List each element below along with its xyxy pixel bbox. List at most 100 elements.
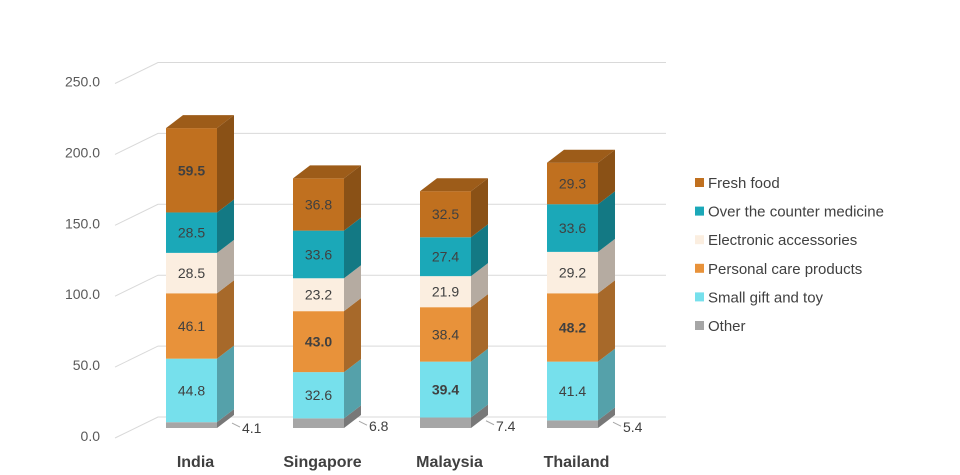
bar-segment bbox=[420, 417, 471, 428]
legend-label: Electronic accessories bbox=[708, 232, 857, 249]
bar-top-face bbox=[420, 178, 488, 192]
bar-segment-side bbox=[471, 348, 488, 418]
bar-segment bbox=[420, 361, 471, 418]
bar-segment-side bbox=[217, 199, 234, 253]
bar-segment-side bbox=[471, 178, 488, 238]
data-label: 39.4 bbox=[432, 382, 459, 398]
bar-segment-side bbox=[217, 115, 234, 213]
legend-label: Over the counter medicine bbox=[708, 204, 884, 221]
bar-segment bbox=[547, 204, 598, 252]
gridline bbox=[114, 345, 666, 368]
bar-segment-side bbox=[598, 407, 615, 428]
legend-swatch bbox=[695, 321, 704, 330]
x-tick-label: Malaysia bbox=[416, 454, 483, 471]
data-label: 23.2 bbox=[305, 287, 332, 303]
legend-label: Other bbox=[708, 318, 746, 335]
legend-swatch bbox=[695, 263, 704, 273]
bar-top-face bbox=[166, 115, 234, 129]
y-tick-label: 150.0 bbox=[65, 215, 100, 231]
y-tick-label: 50.0 bbox=[73, 357, 100, 373]
data-label: 7.4 bbox=[496, 418, 516, 434]
data-label: 59.5 bbox=[178, 162, 205, 178]
data-label: 32.5 bbox=[432, 206, 459, 222]
bar-segment-side bbox=[344, 405, 361, 428]
y-tick-label: 0.0 bbox=[81, 428, 101, 444]
bar-segment bbox=[547, 293, 598, 362]
bar-segment bbox=[420, 191, 471, 238]
gridline bbox=[114, 62, 666, 84]
bar-segment bbox=[547, 251, 598, 294]
bar-segment-side bbox=[598, 149, 615, 205]
x-tick-label: Singapore bbox=[283, 454, 361, 471]
bar-segment-side bbox=[598, 280, 615, 362]
data-label: 33.6 bbox=[305, 246, 332, 262]
bar-segment-side bbox=[471, 224, 488, 277]
bar-segment-side bbox=[471, 263, 488, 308]
bar-top-face bbox=[293, 165, 361, 179]
x-axis: India Singapore Malaysia Thailand bbox=[177, 454, 610, 471]
bar-segment-side bbox=[471, 404, 488, 428]
bar-segment bbox=[166, 252, 217, 294]
bar-segment-side bbox=[217, 239, 234, 294]
x-tick-label: Thailand bbox=[544, 454, 610, 471]
data-label: 43.0 bbox=[305, 334, 332, 350]
data-label: 5.4 bbox=[623, 419, 643, 435]
bar-segment-side bbox=[344, 359, 361, 419]
legend-label: Small gift and toy bbox=[708, 289, 824, 306]
legend-swatch bbox=[695, 206, 704, 216]
bar-segment-side bbox=[344, 165, 361, 231]
bar-segment-side bbox=[598, 238, 615, 294]
data-label: 21.9 bbox=[432, 284, 459, 300]
data-label: 27.4 bbox=[432, 249, 459, 265]
data-label: 48.2 bbox=[559, 319, 586, 335]
bar-segment bbox=[547, 420, 598, 428]
data-labels: 4.1 44.8 46.1 28.5 28.5 59.5 6.8 32.6 43.0 23.2 33… bbox=[178, 162, 643, 436]
gridline bbox=[114, 416, 666, 439]
legend-swatch bbox=[695, 178, 704, 187]
bar-segment bbox=[547, 162, 598, 205]
bar-segment bbox=[293, 230, 344, 279]
bar-segment bbox=[166, 128, 217, 213]
data-label: 29.2 bbox=[559, 265, 586, 281]
bar-segment bbox=[293, 311, 344, 373]
y-tick-label: 250.0 bbox=[65, 74, 100, 90]
bar-segment bbox=[293, 278, 344, 312]
bar-segment bbox=[547, 361, 598, 421]
x-tick-label: India bbox=[177, 454, 214, 471]
leader-line bbox=[485, 420, 495, 426]
data-label: 46.1 bbox=[178, 318, 205, 334]
bar-segment bbox=[293, 178, 344, 231]
legend-swatch bbox=[695, 235, 704, 245]
bar-segment-side bbox=[344, 217, 361, 279]
bar-segment-side bbox=[217, 409, 234, 428]
data-label: 41.4 bbox=[559, 383, 586, 399]
bar-segment-side bbox=[598, 348, 615, 421]
bar-segment-side bbox=[471, 294, 488, 362]
gridline bbox=[114, 274, 666, 297]
bar-segment bbox=[293, 372, 344, 419]
bar-segment-side bbox=[217, 345, 234, 423]
bar-segment-side bbox=[598, 191, 615, 252]
data-label: 28.5 bbox=[178, 225, 205, 241]
data-label: 32.6 bbox=[305, 387, 332, 403]
data-label: 33.6 bbox=[559, 220, 586, 236]
bars bbox=[166, 115, 615, 428]
bar-segment bbox=[420, 237, 471, 277]
bar-segment bbox=[420, 276, 471, 308]
gridline bbox=[114, 203, 666, 226]
gridline bbox=[114, 132, 666, 155]
data-label: 4.1 bbox=[242, 420, 262, 436]
bar-segment-side bbox=[344, 265, 361, 312]
leader-line bbox=[612, 421, 622, 427]
grid-lines bbox=[114, 62, 666, 439]
leader-line bbox=[231, 422, 241, 428]
y-axis: 0.0 50.0 100.0 150.0 200.0 250.0 bbox=[65, 74, 100, 445]
bar-segment-side bbox=[217, 280, 234, 359]
data-label: 29.3 bbox=[559, 175, 586, 191]
bar-segment bbox=[166, 212, 217, 253]
legend-label: Fresh food bbox=[708, 175, 780, 192]
bar-segment bbox=[166, 422, 217, 428]
data-label: 36.8 bbox=[305, 197, 332, 213]
bar-segment bbox=[166, 293, 217, 359]
